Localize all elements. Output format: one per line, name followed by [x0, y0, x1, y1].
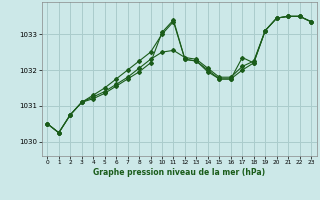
X-axis label: Graphe pression niveau de la mer (hPa): Graphe pression niveau de la mer (hPa): [93, 168, 265, 177]
